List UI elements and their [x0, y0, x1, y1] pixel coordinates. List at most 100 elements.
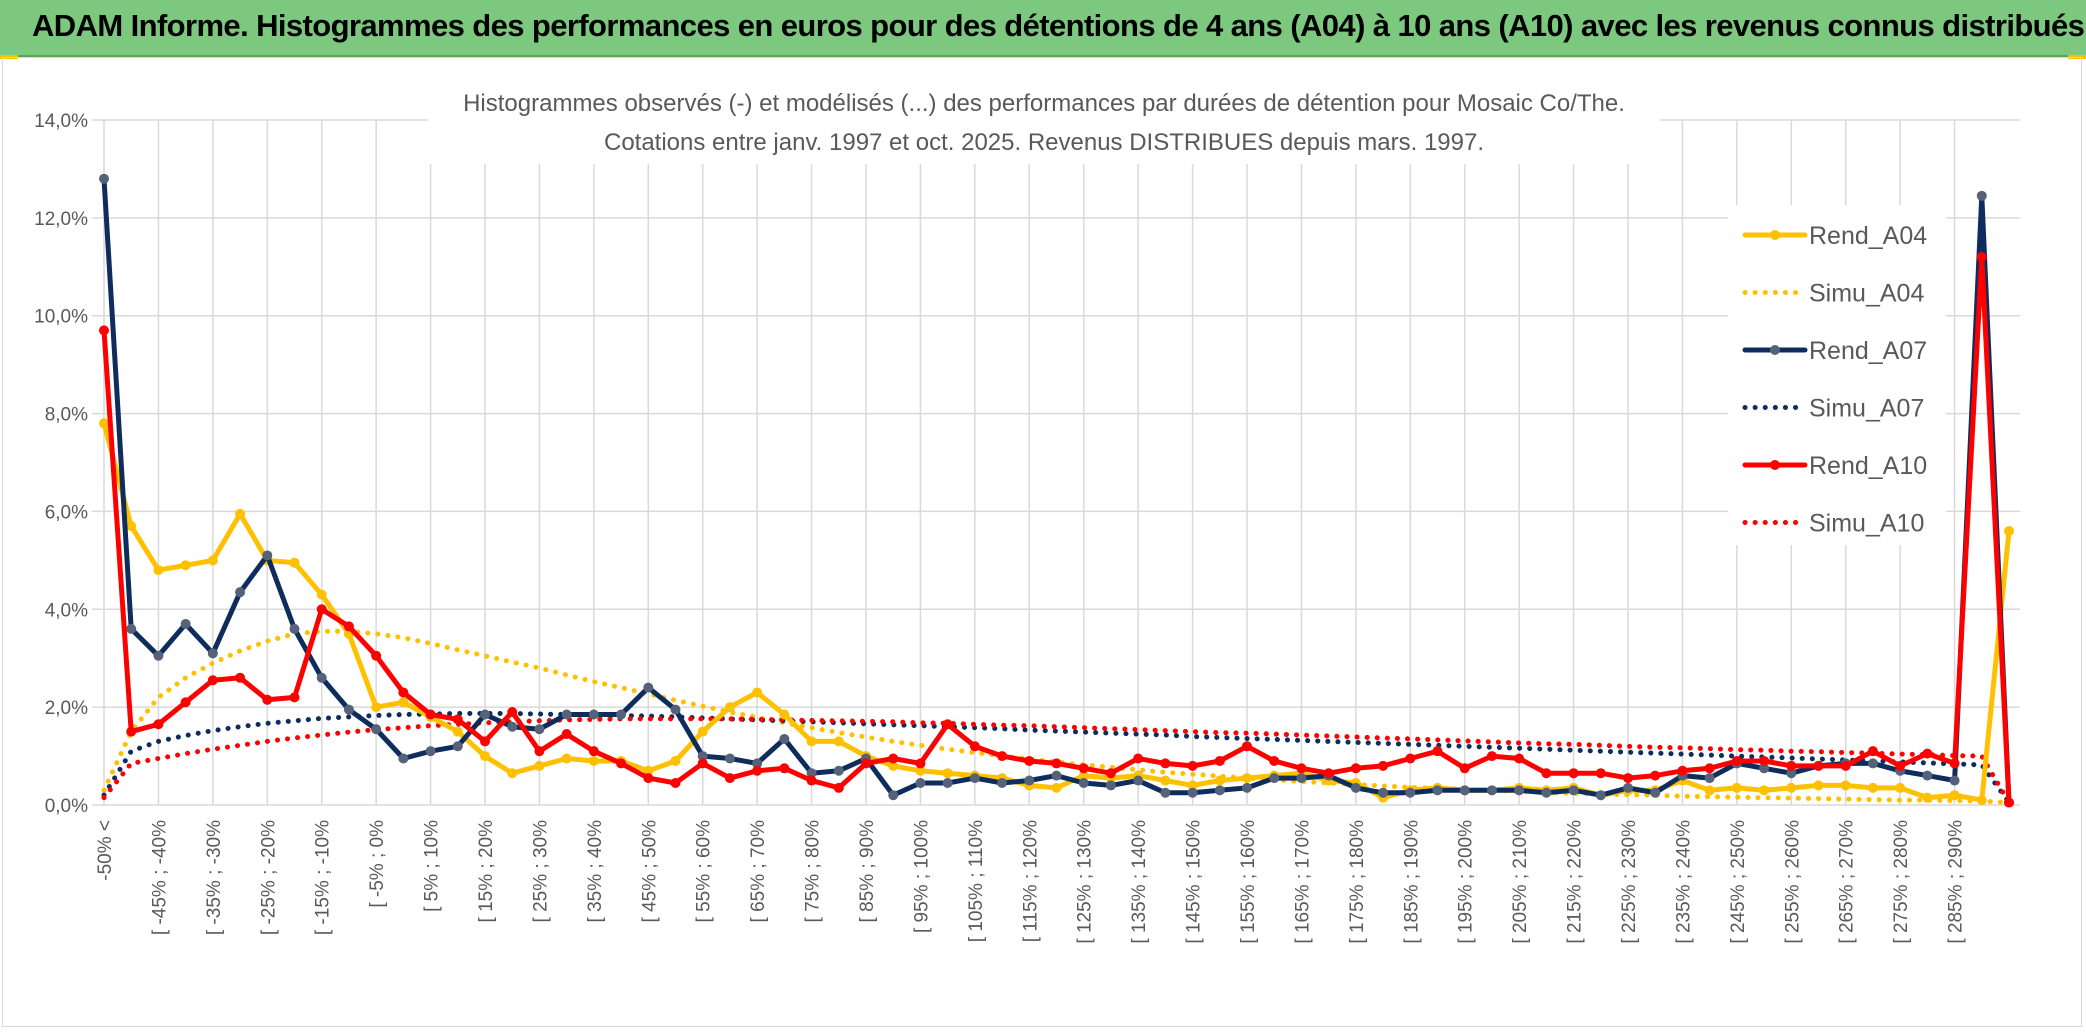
x-tick-label: [ -25% ; -20% — [258, 820, 279, 935]
x-tick-label: [ 215% ; 220% — [1565, 820, 1586, 944]
x-tick-label: [ -45% ; -40% — [149, 820, 170, 935]
data-point-rend_a10 — [752, 765, 763, 776]
data-point-rend_a10 — [1976, 252, 1987, 262]
data-point-rend_a07 — [180, 618, 191, 629]
data-point-rend_a07 — [806, 768, 817, 779]
x-tick-label: [ 85% ; 90% — [857, 820, 878, 923]
data-point-rend_a07 — [235, 587, 246, 598]
data-point-rend_a07 — [480, 709, 490, 720]
data-point-rend_a04 — [1078, 770, 1089, 781]
data-point-rend_a07 — [588, 709, 599, 720]
data-point-rend_a10 — [534, 746, 545, 757]
data-point-rend_a10 — [1650, 770, 1661, 781]
legend-marker-rend_a04 — [1770, 230, 1780, 240]
data-point-rend_a10 — [1704, 763, 1715, 774]
data-point-rend_a04 — [1949, 790, 1960, 801]
data-point-rend_a04 — [1976, 795, 1987, 806]
data-point-rend_a10 — [588, 746, 599, 757]
data-point-rend_a07 — [1187, 787, 1198, 798]
data-point-rend_a07 — [969, 773, 980, 784]
data-point-rend_a04 — [561, 753, 572, 764]
x-tick-label: [ 245% ; 250% — [1728, 820, 1749, 944]
data-point-rend_a10 — [1759, 755, 1770, 766]
data-point-rend_a04 — [915, 765, 926, 776]
data-point-rend_a10 — [1214, 755, 1225, 766]
chart-title-backdrop — [428, 82, 1660, 164]
data-point-rend_a04 — [1895, 782, 1906, 793]
x-tick-label: [ 15% ; 20% — [476, 820, 497, 923]
x-tick-label: [ 35% ; 40% — [585, 820, 606, 923]
data-point-rend_a07 — [1541, 787, 1552, 798]
data-point-rend_a10 — [1350, 763, 1361, 774]
data-point-rend_a10 — [670, 777, 681, 788]
data-point-rend_a10 — [1105, 768, 1116, 779]
x-tick-label: [ 45% ; 50% — [639, 820, 660, 923]
legend-label-rend_a10: Rend_A10 — [1809, 452, 1927, 480]
data-point-rend_a07 — [371, 724, 382, 735]
data-point-rend_a07 — [1350, 782, 1361, 793]
data-point-rend_a10 — [153, 719, 164, 730]
data-point-rend_a10 — [888, 753, 899, 764]
x-tick-label: [ 95% ; 100% — [911, 820, 932, 933]
chart-series — [99, 173, 2014, 808]
data-point-rend_a04 — [99, 418, 109, 429]
data-point-rend_a07 — [1650, 787, 1661, 798]
legend-marker-rend_a07 — [1770, 345, 1780, 355]
data-point-rend_a07 — [1459, 785, 1470, 796]
data-point-rend_a07 — [126, 623, 137, 634]
data-point-rend_a10 — [262, 694, 273, 705]
legend-box — [1728, 205, 1946, 545]
data-point-rend_a10 — [180, 697, 191, 708]
data-point-rend_a10 — [1051, 758, 1062, 769]
data-point-rend_a10 — [1024, 755, 1035, 766]
data-point-rend_a10 — [398, 687, 409, 698]
data-point-rend_a07 — [398, 753, 409, 764]
data-point-rend_a07 — [1133, 775, 1144, 786]
data-point-rend_a07 — [942, 777, 953, 788]
data-point-rend_a10 — [969, 741, 980, 752]
x-tick-label: [ 265% ; 270% — [1837, 820, 1858, 944]
data-point-rend_a10 — [371, 650, 382, 661]
data-point-rend_a10 — [1269, 755, 1280, 766]
data-point-rend_a10 — [1731, 755, 1742, 766]
data-point-rend_a10 — [1949, 758, 1960, 769]
report-banner: ADAM Informe. Histogrammes des performan… — [0, 0, 2086, 57]
data-point-rend_a04 — [752, 687, 763, 698]
x-tick-label: [ 105% ; 110% — [966, 820, 987, 942]
data-point-rend_a04 — [2004, 526, 2014, 536]
data-point-rend_a07 — [316, 672, 327, 683]
data-point-rend_a04 — [126, 521, 137, 532]
data-point-rend_a04 — [888, 760, 899, 771]
data-point-rend_a07 — [99, 173, 109, 184]
data-point-rend_a07 — [343, 704, 354, 715]
legend-label-simu_a07: Simu_A07 — [1809, 395, 1924, 423]
data-point-rend_a07 — [1595, 790, 1606, 801]
data-point-rend_a04 — [507, 768, 518, 779]
data-point-rend_a10 — [1078, 763, 1089, 774]
data-point-rend_a07 — [1024, 775, 1035, 786]
data-point-rend_a07 — [1214, 785, 1225, 796]
data-point-rend_a07 — [915, 777, 926, 788]
data-point-rend_a07 — [888, 790, 899, 801]
data-point-rend_a07 — [697, 751, 708, 762]
data-point-rend_a07 — [1949, 775, 1960, 786]
data-point-rend_a10 — [343, 621, 354, 632]
data-point-rend_a10 — [1867, 746, 1878, 757]
data-point-rend_a07 — [1623, 782, 1633, 793]
data-point-rend_a10 — [1813, 760, 1824, 771]
data-point-rend_a07 — [1486, 785, 1497, 796]
data-point-rend_a10 — [1595, 768, 1606, 779]
data-point-rend_a04 — [1922, 792, 1933, 803]
data-point-rend_a07 — [1078, 777, 1089, 788]
data-point-rend_a07 — [1105, 780, 1116, 791]
data-point-rend_a10 — [915, 758, 926, 769]
data-point-rend_a10 — [1568, 768, 1579, 779]
x-tick-label: -50% < — [95, 820, 116, 881]
data-point-rend_a10 — [1405, 753, 1416, 764]
data-point-rend_a07 — [1296, 773, 1307, 784]
data-point-rend_a04 — [1704, 785, 1715, 796]
data-point-rend_a04 — [398, 697, 409, 708]
legend-label-simu_a04: Simu_A04 — [1809, 280, 1924, 308]
data-point-rend_a10 — [643, 773, 654, 784]
data-point-rend_a07 — [1704, 773, 1715, 784]
